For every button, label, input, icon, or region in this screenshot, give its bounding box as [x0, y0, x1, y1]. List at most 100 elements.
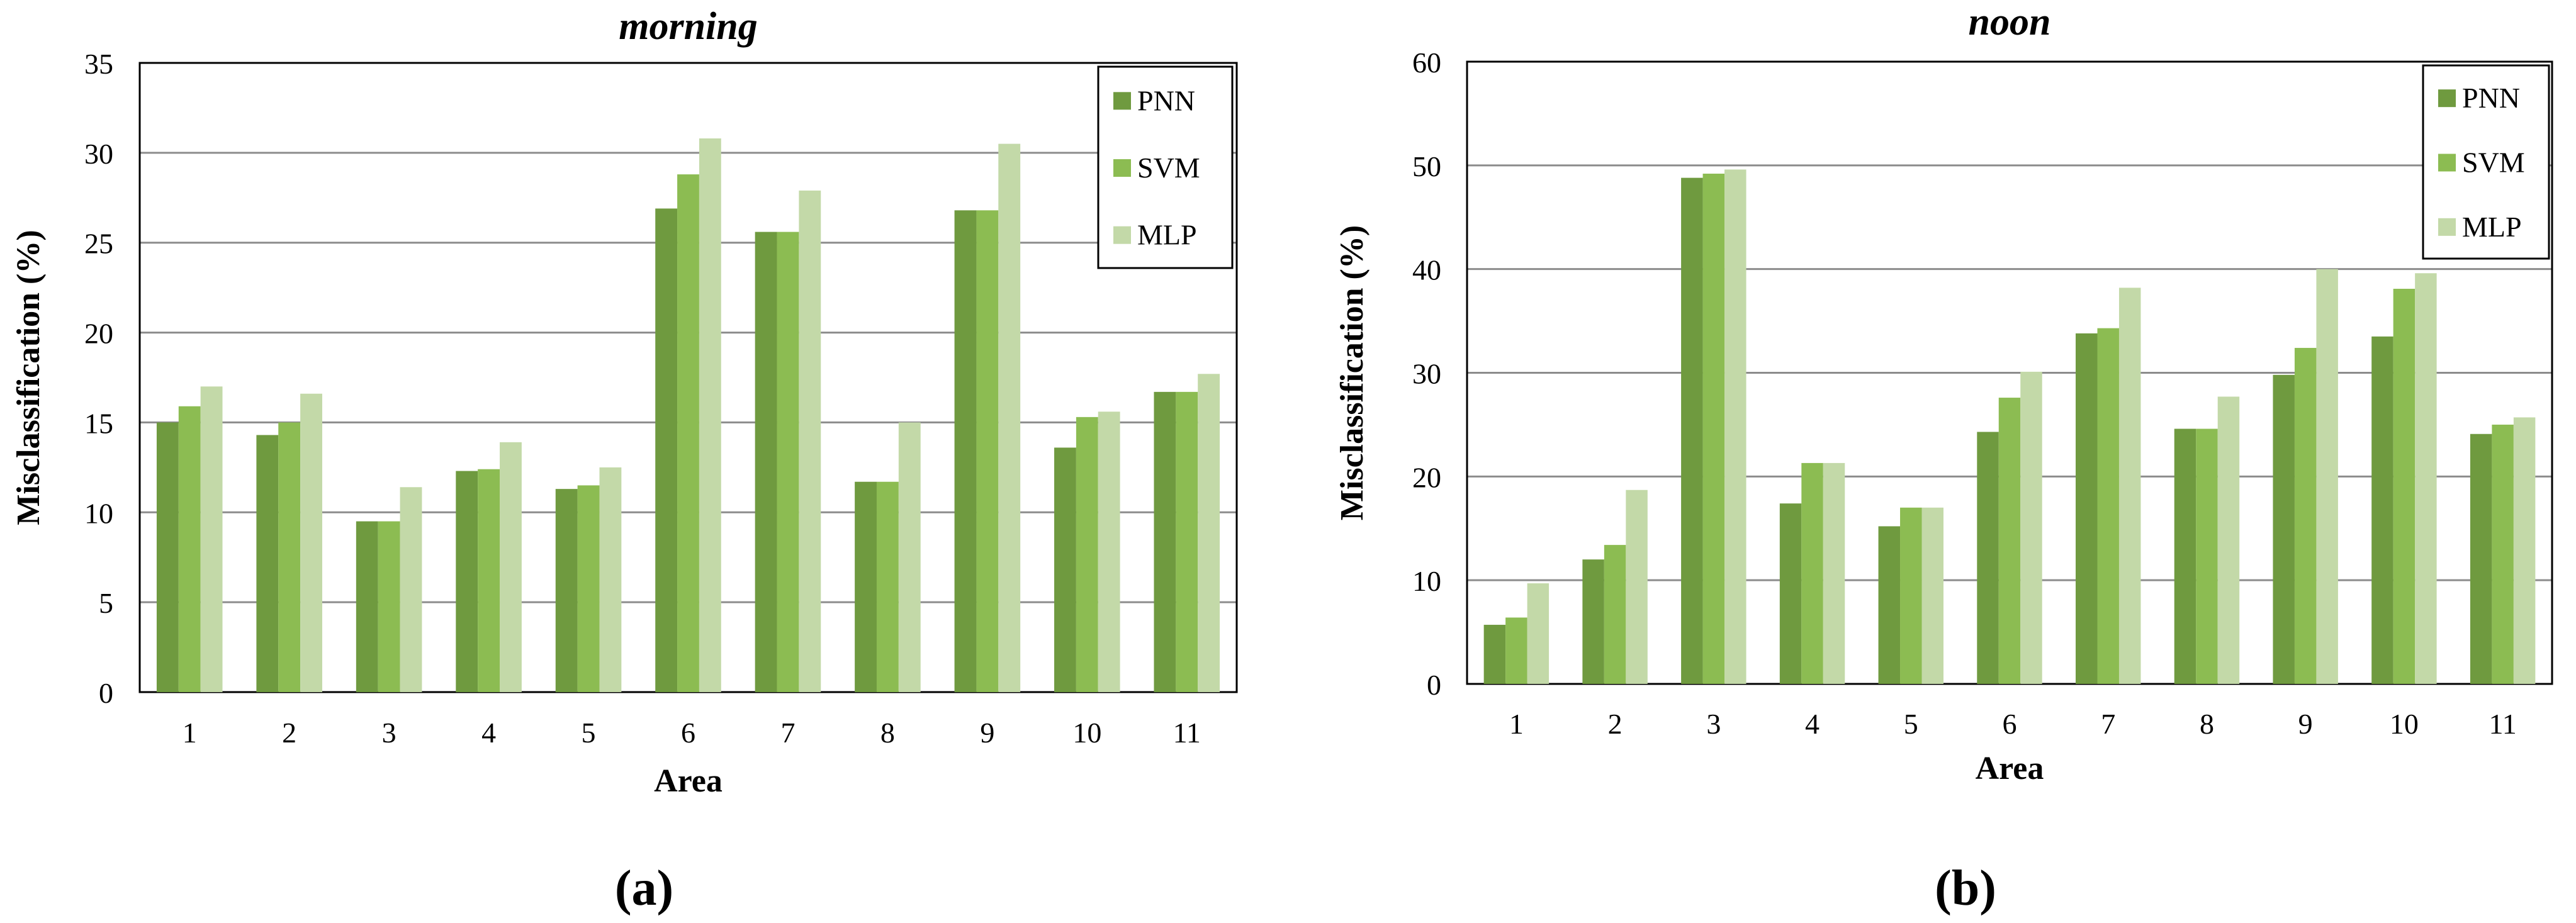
x-tick-label: 11: [1173, 717, 1201, 749]
bar-mlp-area-4: [1823, 462, 1845, 684]
y-tick-label: 30: [84, 138, 113, 170]
y-tick-label: 20: [84, 318, 113, 350]
bar-pnn-area-4: [1779, 503, 1802, 684]
x-tick-label: 4: [1805, 708, 1820, 740]
x-tick-label: 8: [880, 717, 895, 749]
bar-pnn-area-9: [2273, 374, 2295, 684]
bar-svm-area-9: [976, 210, 999, 692]
bar-pnn-area-10: [2371, 336, 2393, 684]
bar-svm-area-10: [1076, 417, 1098, 692]
x-tick-label: 4: [481, 717, 496, 749]
bar-pnn-area-9: [954, 210, 977, 692]
bar-svm-area-5: [577, 485, 600, 692]
bar-pnn-area-5: [1878, 526, 1901, 684]
chart-panel-b: 0 10 20 30 40 50 60 1 2 3 4 5 6 7 8 9 10 11 Area Misclassif…: [1334, 1, 2553, 916]
bar-svm-area-6: [677, 174, 699, 693]
x-tick-label: 8: [2200, 708, 2214, 740]
bar-mlp-area-3: [1724, 169, 1746, 685]
bar-mlp-area-5: [1921, 507, 1943, 684]
panel-label: (b): [1935, 861, 1996, 916]
bar-mlp-area-1: [1527, 583, 1550, 684]
bar-pnn-area-1: [156, 422, 179, 692]
y-tick-label: 0: [1427, 669, 1441, 701]
bar-mlp-area-1: [200, 386, 223, 692]
bar-pnn-area-1: [1483, 625, 1506, 684]
legend-label-pnn: PNN: [2462, 82, 2520, 114]
y-tick-label: 10: [1412, 565, 1441, 597]
bar-mlp-area-4: [500, 442, 522, 692]
bar-svm-area-8: [2196, 428, 2218, 684]
bar-pnn-area-4: [456, 471, 478, 692]
x-tick-label: 7: [2101, 708, 2115, 740]
bar-mlp-area-2: [300, 393, 322, 692]
x-tick-label: 10: [1072, 717, 1101, 749]
bar-mlp-area-7: [2118, 288, 2141, 684]
bar-svm-area-4: [1801, 462, 1823, 684]
x-tick-label: 7: [780, 717, 795, 749]
legend-label-pnn: PNN: [1137, 84, 1195, 116]
y-tick-label: 35: [84, 48, 113, 80]
x-tick-label: 3: [1706, 708, 1721, 740]
legend-swatch-mlp: [1113, 226, 1131, 244]
bar-mlp-area-9: [2316, 269, 2338, 685]
bar-svm-area-1: [178, 406, 201, 692]
bar-mlp-area-5: [599, 467, 622, 692]
x-tick-label: 10: [2390, 708, 2419, 740]
x-axis-label: Area: [1976, 751, 2044, 786]
y-tick-label: 15: [84, 407, 113, 439]
y-tick-label: 50: [1412, 150, 1441, 182]
chart-title: morning: [619, 5, 758, 48]
x-tick-label: 9: [980, 717, 994, 749]
x-tick-label: 5: [1904, 708, 1918, 740]
y-tick-label: 30: [1412, 358, 1441, 390]
legend-swatch-svm: [2438, 154, 2456, 172]
bar-svm-area-4: [478, 469, 500, 692]
bar-svm-area-10: [2393, 288, 2416, 684]
bar-mlp-area-11: [2513, 417, 2536, 684]
y-axis-label: Misclassification (%): [1334, 225, 1370, 520]
bar-pnn-area-11: [2470, 434, 2492, 684]
bar-svm-area-6: [1998, 398, 2021, 684]
bar-pnn-area-2: [1582, 559, 1604, 684]
bar-svm-area-5: [1900, 507, 1922, 684]
bar-pnn-area-5: [555, 489, 578, 692]
bar-svm-area-9: [2294, 347, 2317, 684]
y-tick-label: 10: [84, 497, 113, 529]
bar-pnn-area-3: [1681, 177, 1703, 684]
legend-label-mlp: MLP: [2462, 211, 2522, 243]
bar-pnn-area-2: [256, 435, 279, 692]
y-tick-label: 60: [1412, 47, 1441, 79]
bar-svm-area-2: [278, 422, 301, 692]
x-tick-label: 11: [2489, 708, 2516, 740]
x-tick-label: 3: [382, 717, 397, 749]
x-tick-label: 1: [183, 717, 197, 749]
legend-swatch-pnn: [2438, 89, 2456, 108]
bar-svm-area-11: [2492, 424, 2514, 684]
y-tick-label: 40: [1412, 254, 1441, 286]
legend-label-svm: SVM: [1137, 152, 1200, 184]
bar-pnn-area-7: [755, 232, 777, 693]
x-tick-label: 6: [681, 717, 695, 749]
y-tick-label: 0: [99, 677, 113, 709]
bar-mlp-area-7: [799, 190, 821, 692]
bar-mlp-area-3: [400, 487, 422, 692]
x-tick-label: 2: [282, 717, 296, 749]
y-tick-label: 20: [1412, 461, 1441, 493]
bar-pnn-area-8: [855, 481, 877, 692]
y-tick-label: 5: [99, 587, 113, 619]
bar-svm-area-1: [1505, 617, 1527, 684]
legend-label-svm: SVM: [2462, 147, 2525, 179]
bar-pnn-area-3: [356, 521, 378, 692]
bar-mlp-area-10: [1098, 411, 1120, 692]
bar-mlp-area-6: [2020, 371, 2042, 684]
bar-svm-area-3: [1702, 174, 1725, 684]
bar-pnn-area-11: [1154, 391, 1176, 692]
bar-pnn-area-10: [1054, 447, 1076, 692]
bar-mlp-area-11: [1198, 374, 1220, 692]
bar-svm-area-11: [1176, 391, 1198, 692]
chart-title: noon: [1969, 1, 2051, 43]
chart-panel-a: 0 5 10 15 20 25 30 35 1 2 3 4 5 6 7 8 9 10 11 Area Misclassi…: [11, 5, 1238, 916]
bar-svm-area-7: [2097, 328, 2119, 684]
bar-pnn-area-7: [2076, 333, 2098, 684]
